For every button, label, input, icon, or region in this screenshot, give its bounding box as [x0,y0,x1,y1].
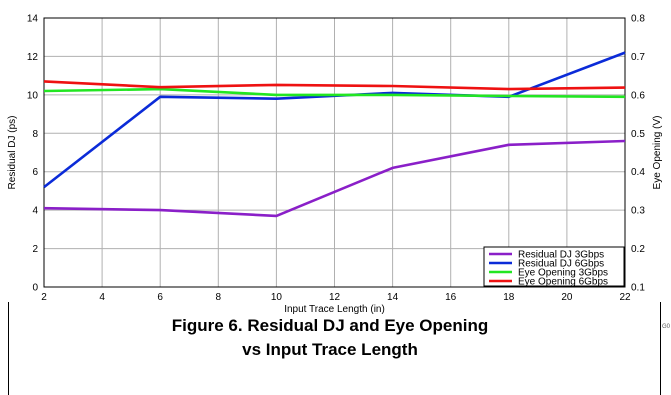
legend-label: Residual DJ 6Gbps [518,259,604,270]
x-tick-label: 20 [561,292,573,303]
y-left-axis-title: Residual DJ (ps) [7,116,18,190]
legend-label: Eye Opening 3Gbps [518,268,608,279]
series-lines [43,51,626,218]
x-tick-label: 10 [271,292,283,303]
y-right-tick-label: 0.2 [631,244,645,255]
y-right-tick-label: 0.5 [631,129,645,140]
series-line-0 [43,139,626,218]
x-tick-label: 4 [99,292,105,303]
y-left-tick-label: 6 [32,167,38,178]
figure-code: G0 [662,324,671,330]
y-left-tick-label: 14 [27,14,39,25]
y-right-tick-label: 0.1 [631,283,645,294]
y-right-tick-label: 0.3 [631,206,645,217]
series-line-2 [43,87,626,99]
legend-label: Residual DJ 3Gbps [518,250,604,261]
page-border-left [8,302,9,395]
x-axis-ticks: 2 4 6 8 10 12 14 16 18 20 22 [41,292,631,303]
y-left-tick-label: 0 [32,283,38,294]
x-tick-label: 6 [157,292,163,303]
y-right-axis-title: Eye Opening (V) [652,116,663,190]
y-left-tick-label: 8 [32,129,38,140]
y-right-tick-label: 0.7 [631,52,645,63]
x-tick-label: 14 [387,292,399,303]
x-tick-label: 16 [445,292,457,303]
series-line-3 [43,80,626,91]
y-left-tick-label: 2 [32,244,38,255]
caption-line-1: Figure 6. Residual DJ and Eye Opening [171,316,489,335]
caption-line-2: vs Input Trace Length [242,340,418,359]
x-tick-label: 8 [216,292,222,303]
y-left-axis-ticks: 0 2 4 6 8 10 12 14 [27,14,39,294]
y-left-tick-label: 4 [32,206,38,217]
y-right-tick-label: 0.4 [631,167,645,178]
x-tick-label: 22 [619,292,631,303]
y-right-tick-label: 0.6 [631,90,645,101]
x-tick-label: 2 [41,292,47,303]
y-left-tick-label: 10 [27,90,39,101]
y-right-axis-ticks: 0.1 0.2 0.3 0.4 0.5 0.6 0.7 0.8 [631,14,645,294]
figure-caption: Figure 6. Residual DJ and Eye Opening vs… [100,314,560,362]
page-border-right [660,302,661,395]
x-tick-label: 12 [329,292,341,303]
y-left-tick-label: 12 [27,52,39,63]
x-axis-title: Input Trace Length (in) [284,304,385,315]
plot-frame [43,17,626,288]
legend-label: Eye Opening 6Gbps [518,277,608,288]
y-right-tick-label: 0.8 [631,14,645,25]
x-tick-label: 18 [503,292,515,303]
